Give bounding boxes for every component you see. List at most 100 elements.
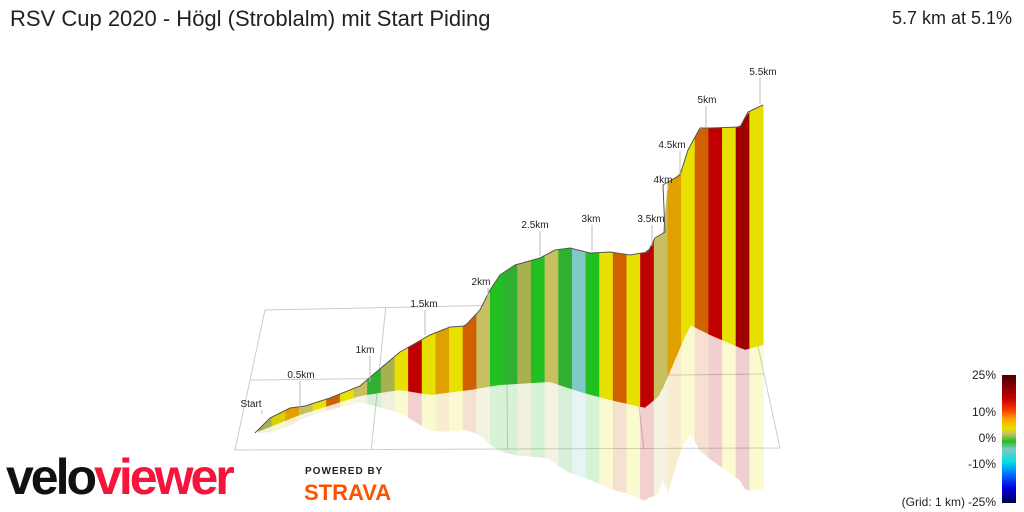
reflection-segment: [753, 346, 760, 491]
profile-segment: [540, 255, 546, 383]
reflection-segment: [285, 418, 291, 428]
profile-segment: [344, 390, 350, 401]
reflection-segment: [467, 389, 473, 433]
reflection-segment: [599, 397, 605, 487]
profile-segment: [544, 252, 550, 383]
distance-markers: Start 0.5km 1km 1.5km 2km 2.5km 3km 3.5km 4km 4.5…: [240, 67, 777, 414]
reflection-segment: [380, 392, 386, 410]
profile-segment: [585, 251, 591, 395]
reflection-segment: [471, 388, 477, 435]
profile-segment: [608, 252, 614, 401]
reflection-segment: [426, 394, 432, 432]
legend-tick: 0%: [978, 431, 996, 445]
reflection-segment: [385, 391, 391, 411]
profile-segment: [444, 327, 450, 394]
profile-reflection: [258, 325, 764, 502]
veloviewer-logo[interactable]: veloviewer: [6, 449, 235, 505]
profile-segment: [712, 127, 719, 339]
reflection-segment: [512, 383, 518, 456]
reflection-segment: [672, 354, 678, 480]
distance-marker-label: 4km: [654, 175, 673, 186]
profile-strips: [258, 105, 764, 432]
profile-segment: [385, 359, 391, 393]
profile-segment: [271, 414, 277, 427]
profile-segment: [453, 326, 459, 393]
strava-logo[interactable]: STRAVA: [304, 480, 392, 505]
distance-marker-label: 0.5km: [287, 370, 314, 381]
reflection-segment: [640, 406, 646, 501]
reflection-segment: [353, 396, 359, 404]
reflection-segment: [389, 390, 396, 412]
legend-tick: 10%: [971, 405, 996, 419]
reflection-segment: [662, 376, 669, 493]
reflection-segment: [494, 385, 500, 451]
reflection-segment: [576, 390, 582, 478]
profile-segment: [435, 330, 441, 395]
reflection-segment: [617, 401, 623, 493]
profile-segment: [399, 349, 405, 391]
gradient-legend-bar: [1002, 375, 1016, 503]
reflection-segment: [294, 415, 300, 424]
profile-segment: [708, 127, 714, 337]
profile-segment: [339, 391, 346, 403]
reflection-segment: [740, 347, 746, 490]
distance-marker-label: 4.5km: [658, 140, 685, 151]
distance-marker-label: 1km: [356, 345, 375, 356]
reflection-segment: [326, 405, 332, 412]
reflection-segment: [303, 412, 309, 419]
reflection-segment: [562, 386, 568, 472]
reflection-segment: [540, 382, 546, 459]
profile-segment: [503, 269, 509, 385]
grid-note: (Grid: 1 km): [901, 495, 965, 509]
profile-segment: [380, 363, 386, 393]
reflection-segment: [644, 403, 650, 502]
reflection-segment: [439, 393, 446, 432]
reflection-segment: [621, 402, 628, 494]
profile-segment: [512, 264, 518, 385]
reflection-segment: [289, 417, 295, 426]
reflection-segment: [267, 426, 273, 433]
reflection-segment: [508, 384, 514, 456]
reflection-segment: [362, 394, 368, 405]
profile-segment: [571, 248, 578, 392]
profile-segment: [389, 356, 396, 392]
reflection-segment: [603, 398, 609, 489]
profile-segment: [731, 127, 737, 347]
profile-segment: [567, 248, 573, 390]
route-summary: 5.7 km at 5.1%: [891, 8, 1012, 28]
reflection-segment: [590, 394, 596, 483]
profile-segment: [635, 253, 641, 408]
profile-segment: [644, 248, 650, 408]
reflection-segment: [694, 327, 700, 452]
profile-segment: [267, 416, 273, 429]
profile-segment: [558, 248, 564, 387]
reflection-segment: [321, 406, 327, 413]
profile-segment: [371, 371, 377, 395]
profile-segment: [467, 318, 473, 391]
profile-segment: [753, 106, 760, 348]
profile-segment: [426, 334, 432, 395]
profile-segment: [330, 395, 336, 406]
profile-segment: [603, 252, 609, 400]
profile-segment: [653, 235, 659, 401]
profile-segment: [403, 347, 409, 392]
reflection-segment: [435, 393, 441, 432]
reflection-segment: [408, 391, 414, 421]
profile-segment: [499, 272, 505, 386]
reflection-segment: [517, 383, 523, 457]
reflection-segment: [317, 407, 323, 415]
reflection-segment: [344, 399, 350, 407]
distance-marker-label: 5km: [698, 95, 717, 106]
reflection-segment: [358, 395, 364, 403]
profile-segment: [285, 407, 291, 421]
profile-segment: [394, 352, 400, 391]
reflection-segment: [553, 383, 559, 467]
profile-segment: [576, 249, 582, 393]
profile-segment: [699, 128, 705, 333]
reflection-segment: [503, 384, 509, 454]
profile-segment: [462, 322, 468, 391]
profile-segment: [521, 261, 528, 384]
profile-segment: [303, 404, 309, 414]
reflection-segment: [703, 331, 710, 459]
